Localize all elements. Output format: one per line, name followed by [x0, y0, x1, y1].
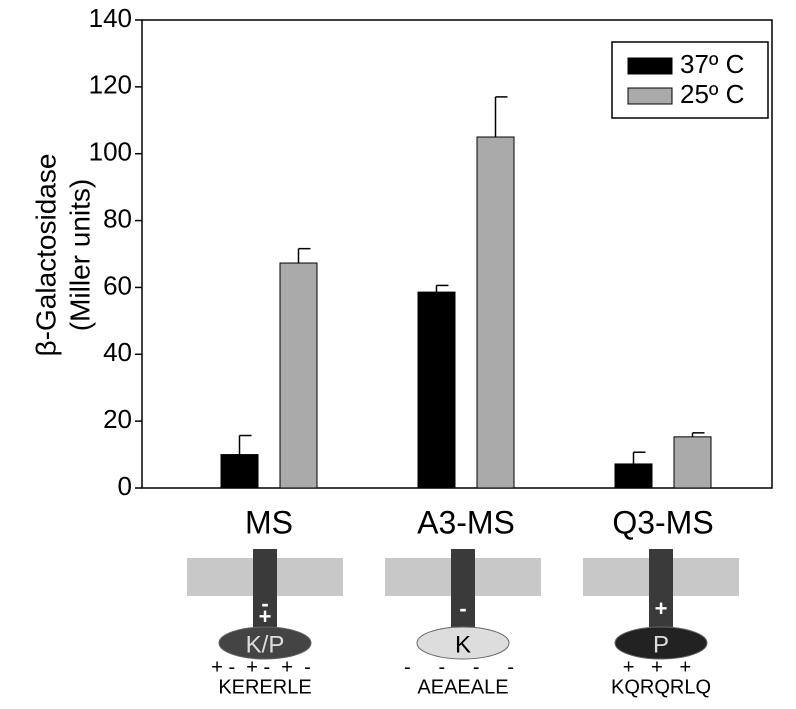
y-axis-label: (Miller units)	[64, 179, 95, 331]
x-tick-label: A3-MS	[417, 504, 515, 540]
sequence: KERERLE	[218, 676, 311, 698]
y-tick-label: 80	[103, 203, 132, 233]
bar	[220, 454, 259, 489]
bar	[417, 291, 456, 489]
domain	[218, 626, 312, 660]
legend-label: 37º C	[680, 49, 744, 79]
x-tick-label: MS	[245, 504, 293, 540]
domain-label: P	[653, 631, 669, 658]
stem-sign: +	[655, 596, 668, 621]
sequence: AEAEALE	[417, 676, 508, 698]
domain-label: K	[455, 631, 471, 658]
domain	[614, 626, 708, 660]
stem-sign: -	[261, 591, 268, 616]
legend-box	[611, 41, 769, 119]
charges: + - + - + -	[211, 656, 310, 678]
legend-label: 25º C	[680, 79, 744, 109]
stem-sign: -	[459, 596, 466, 621]
diagrams: -+K/P+ - + - + -KERERLE-K- - - -AEAEALE+…	[187, 549, 739, 698]
y-tick-label: 20	[103, 404, 132, 434]
stem-sign: +	[259, 604, 272, 629]
plot-frame	[141, 19, 773, 489]
y-tick-label: 120	[89, 70, 132, 100]
helix	[649, 549, 673, 629]
y-axis-label: β-Galactosidase	[30, 154, 61, 357]
x-tick-label: Q3-MS	[612, 504, 713, 540]
y-tick-label: 140	[89, 3, 132, 33]
bar	[673, 436, 712, 489]
domain	[416, 626, 510, 660]
charges: - - - -	[404, 656, 514, 678]
domain-label: K/P	[246, 631, 285, 658]
y-tick-label: 60	[103, 270, 132, 300]
charges: + + +	[623, 656, 691, 678]
bar	[476, 136, 515, 489]
bar	[279, 262, 318, 489]
legend-swatch	[627, 57, 673, 75]
helix	[451, 549, 475, 629]
y-tick-label: 0	[118, 471, 132, 501]
legend-swatch	[627, 87, 673, 105]
y-tick-label: 40	[103, 337, 132, 367]
helix	[253, 549, 277, 629]
y-tick-label: 100	[89, 137, 132, 167]
sequence: KQRQRLQ	[611, 676, 711, 698]
bar	[614, 463, 653, 489]
